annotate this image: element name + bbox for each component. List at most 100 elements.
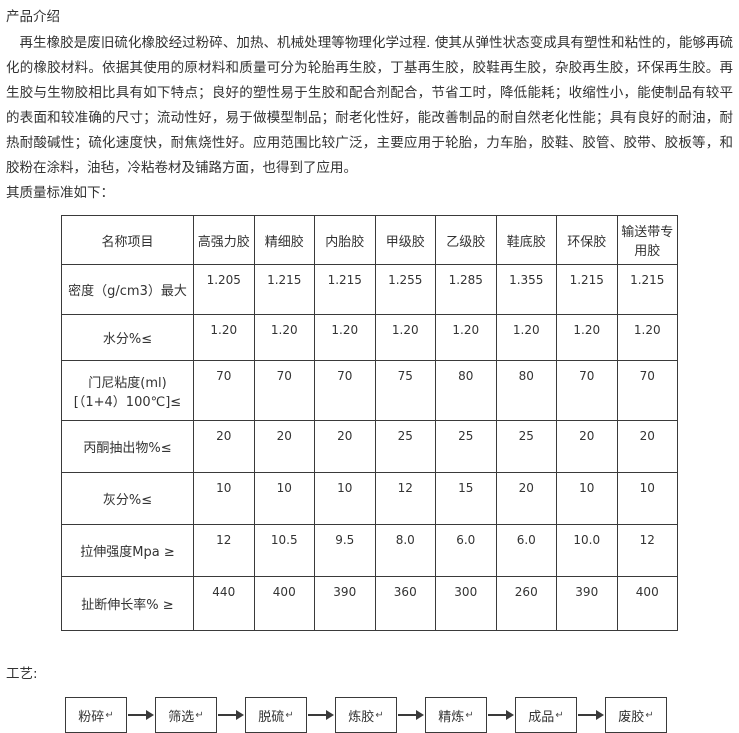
flow-step-label: 废胶: [618, 709, 645, 725]
row-label: 门尼粘度(ml)[（1+4）100℃]≤: [61, 360, 194, 421]
table-cell: 10: [616, 472, 678, 525]
table-cell: 9.5: [314, 524, 376, 577]
table-cell: 10: [314, 472, 376, 525]
flow-step-label: 筛选: [168, 709, 195, 725]
table-row-elongation: 扯断伸长率% ≥ 440 400 390 360 300 260 390 400: [61, 576, 678, 631]
column-header: 高强力胶: [193, 215, 255, 265]
row-label: 拉伸强度Mpa ≥: [61, 524, 194, 577]
flow-step-label: 炼胶: [348, 709, 375, 725]
table-cell: 75: [374, 360, 436, 421]
table-row-mooney-viscosity: 门尼粘度(ml)[（1+4）100℃]≤ 70 70 70 75 80 80 7…: [61, 360, 678, 421]
table-cell: 10: [253, 472, 315, 525]
table-cell: 390: [314, 576, 376, 631]
table-cell: 20: [314, 420, 376, 473]
table-cell: 20: [193, 420, 255, 473]
flow-step-finished-product: 成品 ↵: [515, 697, 577, 733]
table-cell: 400: [253, 576, 315, 631]
table-cell: 20: [253, 420, 315, 473]
flow-step-refining: 精炼 ↵: [425, 697, 487, 733]
flow-step-label: 精炼: [438, 709, 465, 725]
table-cell: 20: [616, 420, 678, 473]
right-arrow-icon: [487, 710, 515, 720]
table-cell: 440: [193, 576, 255, 631]
column-header: 名称项目: [61, 215, 194, 265]
table-row-density: 密度（g/cm3）最大 1.205 1.215 1.215 1.255 1.28…: [61, 264, 678, 315]
column-header: 环保胶: [556, 215, 618, 265]
paragraph-mark-icon: ↵: [645, 709, 654, 721]
table-cell: 1.215: [556, 264, 618, 315]
flow-step-label: 脱硫: [258, 709, 285, 725]
paragraph-mark-icon: ↵: [195, 709, 204, 721]
paragraph-mark-icon: ↵: [375, 709, 384, 721]
table-cell: 80: [495, 360, 557, 421]
process-flow-diagram: 粉碎 ↵ 筛选 ↵ 脱硫 ↵ 炼胶 ↵ 精炼 ↵ 成品 ↵ 废胶 ↵: [65, 697, 739, 733]
table-cell: 1.215: [253, 264, 315, 315]
table-cell: 70: [193, 360, 255, 421]
table-cell: 12: [616, 524, 678, 577]
column-header: 甲级胶: [374, 215, 436, 265]
table-cell: 300: [435, 576, 497, 631]
quality-standards-table: 名称项目 高强力胶 精细胶 内胎胶 甲级胶 乙级胶 鞋底胶 环保胶 输送带专用胶…: [61, 215, 678, 631]
row-label: 扯断伸长率% ≥: [61, 576, 194, 631]
table-cell: 25: [495, 420, 557, 473]
table-cell: 1.215: [314, 264, 376, 315]
flow-step-label: 粉碎: [78, 709, 105, 725]
table-cell: 6.0: [435, 524, 497, 577]
flow-step-label: 成品: [528, 709, 555, 725]
table-cell: 6.0: [495, 524, 557, 577]
intro-paragraph: 再生橡胶是废旧硫化橡胶经过粉碎、加热、机械处理等物理化学过程. 使其从弹性状态变…: [6, 35, 733, 176]
table-cell: 80: [435, 360, 497, 421]
table-cell: 25: [435, 420, 497, 473]
flow-step-mixing: 炼胶 ↵: [335, 697, 397, 733]
paragraph-mark-icon: ↵: [285, 709, 294, 721]
column-header: 精细胶: [253, 215, 315, 265]
table-cell: 1.20: [495, 314, 557, 361]
table-cell: 1.20: [314, 314, 376, 361]
table-caption: 其质量标准如下：: [6, 185, 114, 201]
table-cell: 360: [374, 576, 436, 631]
table-cell: 1.255: [374, 264, 436, 315]
right-arrow-icon: [127, 710, 155, 720]
column-header: 鞋底胶: [495, 215, 557, 265]
paragraph-mark-icon: ↵: [105, 709, 114, 721]
table-cell: 10.5: [253, 524, 315, 577]
right-arrow-icon: [397, 710, 425, 720]
table-cell: 70: [556, 360, 618, 421]
table-cell: 400: [616, 576, 678, 631]
table-cell: 1.20: [193, 314, 255, 361]
table-row-acetone-extract: 丙酮抽出物%≤ 20 20 20 25 25 25 20 20: [61, 420, 678, 473]
table-cell: 12: [374, 472, 436, 525]
table-cell: 390: [556, 576, 618, 631]
flow-step-desulfurization: 脱硫 ↵: [245, 697, 307, 733]
table-cell: 8.0: [374, 524, 436, 577]
table-cell: 10.0: [556, 524, 618, 577]
table-cell: 25: [374, 420, 436, 473]
table-cell: 70: [616, 360, 678, 421]
table-cell: 70: [253, 360, 315, 421]
table-cell: 1.20: [253, 314, 315, 361]
table-cell: 10: [193, 472, 255, 525]
table-cell: 260: [495, 576, 557, 631]
table-cell: 12: [193, 524, 255, 577]
table-cell: 1.20: [374, 314, 436, 361]
column-header: 输送带专用胶: [616, 215, 678, 265]
row-label: 水分%≤: [61, 314, 194, 361]
table-cell: 10: [556, 472, 618, 525]
table-header-row: 名称项目 高强力胶 精细胶 内胎胶 甲级胶 乙级胶 鞋底胶 环保胶 输送带专用胶: [61, 215, 678, 265]
right-arrow-icon: [307, 710, 335, 720]
table-row-tensile-strength: 拉伸强度Mpa ≥ 12 10.5 9.5 8.0 6.0 6.0 10.0 1…: [61, 524, 678, 577]
table-cell: 20: [556, 420, 618, 473]
page-title: 产品介绍: [6, 9, 60, 25]
process-section-label: 工艺:: [6, 666, 38, 682]
row-label: 丙酮抽出物%≤: [61, 420, 194, 473]
table-cell: 15: [435, 472, 497, 525]
row-label: 密度（g/cm3）最大: [61, 264, 194, 315]
table-cell: 70: [314, 360, 376, 421]
flow-step-screening: 筛选 ↵: [155, 697, 217, 733]
table-cell: 1.355: [495, 264, 557, 315]
right-arrow-icon: [577, 710, 605, 720]
table-cell: 1.285: [435, 264, 497, 315]
table-row-moisture: 水分%≤ 1.20 1.20 1.20 1.20 1.20 1.20 1.20 …: [61, 314, 678, 361]
column-header: 内胎胶: [314, 215, 376, 265]
column-header: 乙级胶: [435, 215, 497, 265]
